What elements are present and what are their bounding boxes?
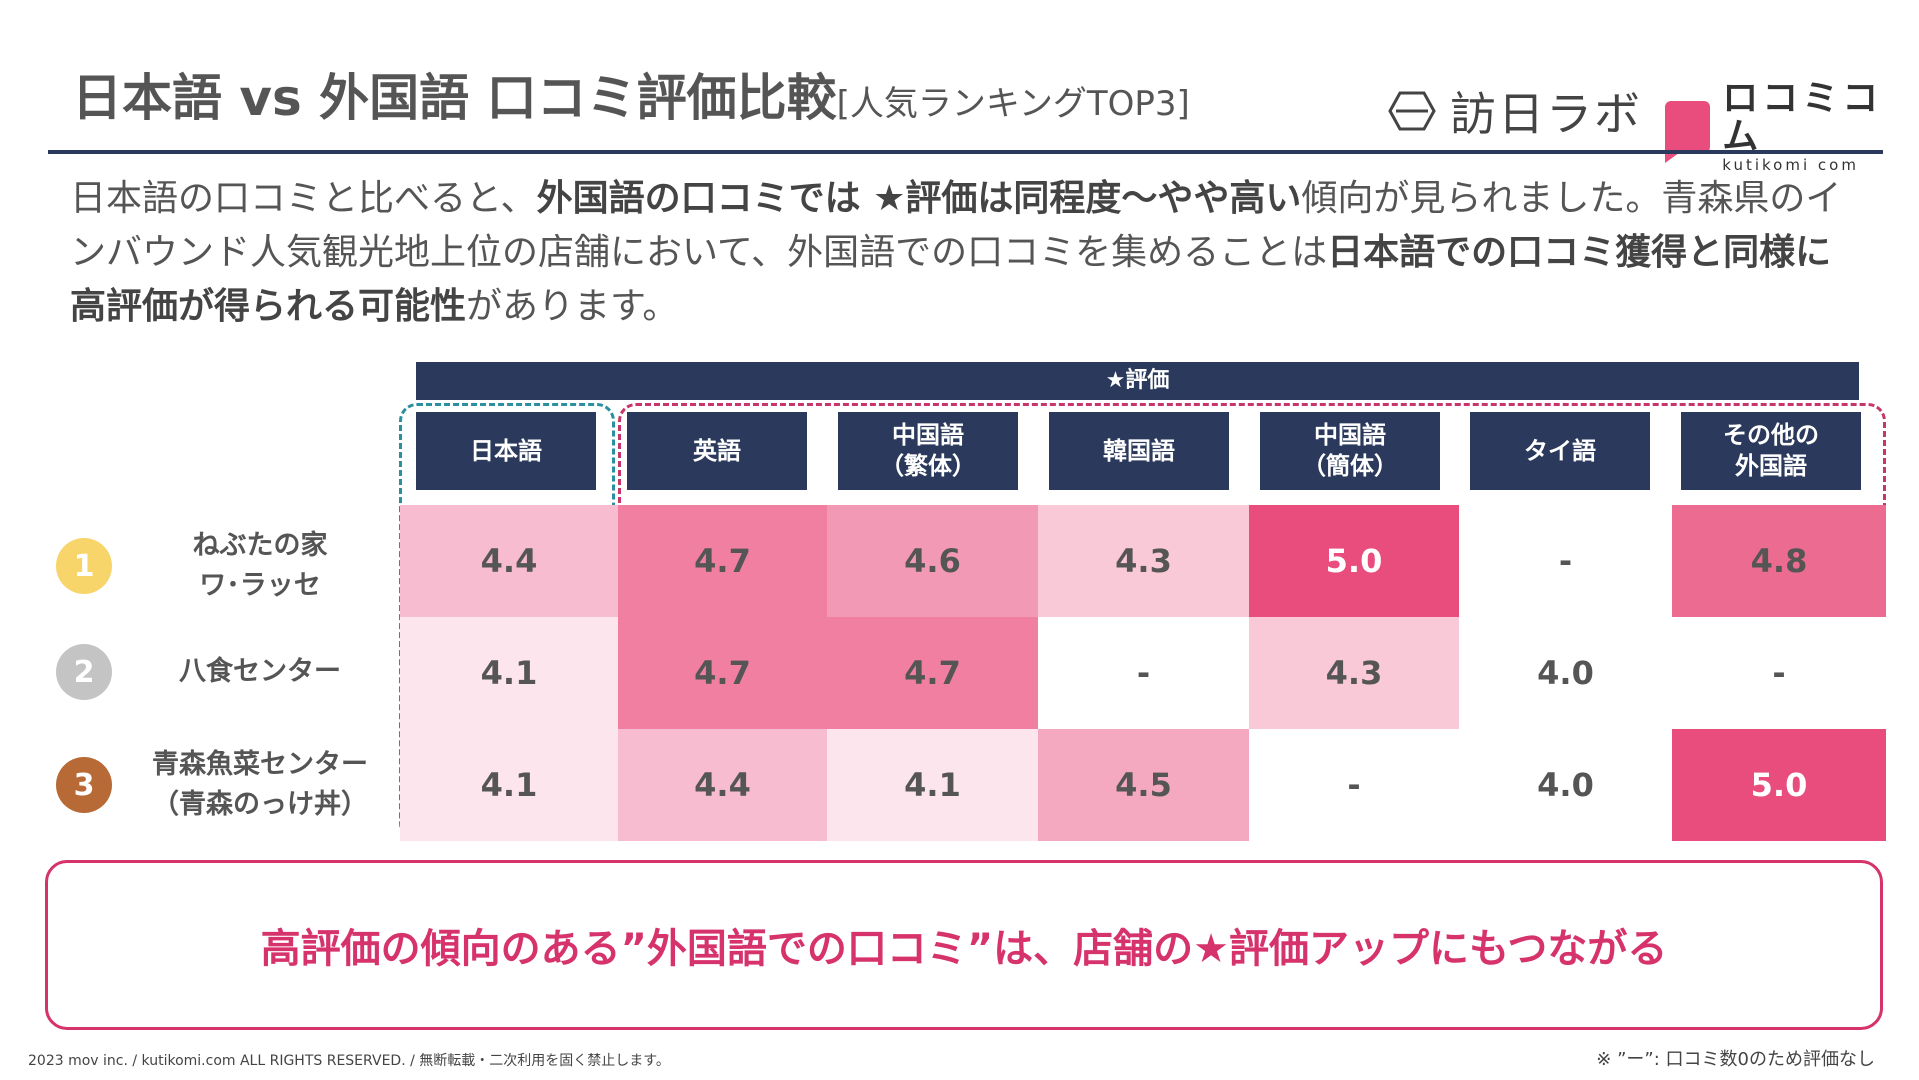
rating-cell: 5.0 [1672, 729, 1886, 841]
rating-cell: 4.1 [827, 729, 1038, 841]
column-header: 中国語 （繁体） [838, 412, 1018, 490]
intro-emphasis-1: 外国語の口コミでは ★評価は同程度〜やや高い [536, 178, 1302, 219]
column-header: 英語 [627, 412, 807, 490]
column-header: タイ語 [1470, 412, 1650, 490]
kutikomi-speech-icon [1665, 101, 1711, 163]
rating-cell: 4.8 [1672, 505, 1886, 617]
rating-cell: 4.7 [618, 505, 827, 617]
rank-badge: 1 [56, 538, 112, 594]
rating-cell: 4.4 [618, 729, 827, 841]
houjin-lab-logo: 訪日ラボ [1388, 78, 1642, 144]
rating-cell: 4.1 [400, 729, 618, 841]
page-subtitle: [人気ランキングTOP3] [836, 84, 1190, 124]
store-name: 青森魚菜センター （青森のっけ丼） [152, 749, 368, 820]
rating-cell: 4.1 [400, 617, 618, 729]
column-header: その他の 外国語 [1681, 412, 1861, 490]
kutikomi-logo: ロコミコム kutikomi com [1665, 80, 1919, 174]
footnote: ※ ”ー”: 口コミ数0のため評価なし [1596, 1049, 1875, 1070]
conclusion-callout: 高評価の傾向のある”外国語での口コミ”は、店舗の★評価アップにもつながる [45, 860, 1883, 1030]
rank-badge: 2 [56, 644, 112, 700]
rating-cell: 4.0 [1459, 617, 1672, 729]
intro-paragraph: 日本語の口コミと比べると、外国語の口コミでは ★評価は同程度〜やや高い傾向が見ら… [70, 178, 1842, 327]
rating-cell: 4.6 [827, 505, 1038, 617]
kutikomi-url: kutikomi com [1722, 156, 1859, 174]
column-header: 日本語 [416, 412, 596, 490]
rating-cell: 4.3 [1249, 617, 1459, 729]
column-header: 中国語 （簡体） [1260, 412, 1440, 490]
rating-cell: 4.5 [1038, 729, 1249, 841]
store-name: ねぶたの家 ワ･ラッセ [192, 530, 328, 601]
rating-cell: - [1249, 729, 1459, 841]
rank-badge: 3 [56, 757, 112, 813]
rating-cell: - [1459, 505, 1672, 617]
rating-header: ★評価 [416, 362, 1859, 400]
kutikomi-wordmark: ロコミコム [1722, 78, 1883, 157]
houjin-lab-wordmark: 訪日ラボ [1450, 87, 1642, 141]
rating-cell: 5.0 [1249, 505, 1459, 617]
title-divider [48, 150, 1883, 154]
intro-emphasis-2: 日本語での口コミ獲得と同様に高評価が得られる可能性 [70, 232, 1832, 327]
page-title: 日本語 vs 外国語 口コミ評価比較[人気ランキングTOP3] [72, 69, 1190, 127]
column-header: 韓国語 [1049, 412, 1229, 490]
rating-cell: 4.7 [827, 617, 1038, 729]
rating-cell: - [1672, 617, 1886, 729]
rating-cell: 4.3 [1038, 505, 1249, 617]
houjin-lab-hexagon-icon [1388, 91, 1436, 131]
rating-cell: 4.0 [1459, 729, 1672, 841]
rating-cell: 4.7 [618, 617, 827, 729]
rating-cell: 4.4 [400, 505, 618, 617]
copyright: 2023 mov inc. / kutikomi.com ALL RIGHTS … [28, 1053, 670, 1069]
rating-cell: - [1038, 617, 1249, 729]
store-name: 八食センター [179, 656, 341, 687]
